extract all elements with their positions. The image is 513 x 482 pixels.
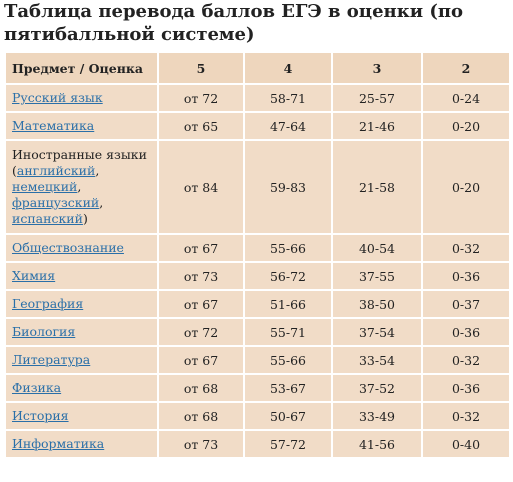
subject-link-chemistry[interactable]: Химия: [12, 268, 56, 283]
subject-cell: История: [4, 401, 159, 431]
table-header-row: Предмет / Оценка 5 4 3 2: [4, 51, 511, 85]
subject-cell: Русский язык: [4, 83, 159, 113]
subject-cell: Иностранные языки (английский, немецкий, ф…: [4, 139, 159, 235]
grade-3-cell: 41-56: [331, 429, 423, 459]
grade-2-cell: 0-20: [421, 111, 511, 141]
grade-3-cell: 37-54: [331, 317, 423, 347]
grade-3-cell: 37-52: [331, 373, 423, 403]
grade-5-cell: от 68: [157, 373, 245, 403]
subject-link-literature[interactable]: Литература: [12, 352, 91, 367]
grade-3-cell: 25-57: [331, 83, 423, 113]
subject-link-physics[interactable]: Физика: [12, 380, 62, 395]
subject-link-social-studies[interactable]: Обществознание: [12, 240, 124, 255]
grade-2-cell: 0-32: [421, 233, 511, 263]
grade-4-cell: 51-66: [243, 289, 333, 319]
grade-4-cell: 55-71: [243, 317, 333, 347]
grade-2-cell: 0-36: [421, 317, 511, 347]
grade-5-cell: от 68: [157, 401, 245, 431]
table-row: Русский язык от 72 58-71 25-57 0-24: [4, 83, 511, 113]
grade-5-cell: от 67: [157, 233, 245, 263]
grade-2-cell: 0-32: [421, 345, 511, 375]
grade-4-cell: 53-67: [243, 373, 333, 403]
table-row: Математика от 65 47-64 21-46 0-20: [4, 111, 511, 141]
table-row: Обществознание от 67 55-66 40-54 0-32: [4, 233, 511, 263]
grade-4-cell: 47-64: [243, 111, 333, 141]
table-row: Иностранные языки (английский, немецкий, ф…: [4, 139, 511, 235]
grade-2-cell: 0-20: [421, 139, 511, 235]
header-grade-4: 4: [243, 51, 333, 85]
subject-link-german[interactable]: немецкий: [12, 179, 78, 194]
grade-5-cell: от 84: [157, 139, 245, 235]
grade-2-cell: 0-32: [421, 401, 511, 431]
subject-cell: Физика: [4, 373, 159, 403]
grade-3-cell: 21-58: [331, 139, 423, 235]
grade-5-cell: от 73: [157, 429, 245, 459]
grade-4-cell: 58-71: [243, 83, 333, 113]
grade-2-cell: 0-40: [421, 429, 511, 459]
subject-link-history[interactable]: История: [12, 408, 69, 423]
grade-3-cell: 33-54: [331, 345, 423, 375]
grade-2-cell: 0-36: [421, 373, 511, 403]
header-subject-grade: Предмет / Оценка: [4, 51, 159, 85]
table-row: Информатика от 73 57-72 41-56 0-40: [4, 429, 511, 459]
grade-3-cell: 38-50: [331, 289, 423, 319]
grade-2-cell: 0-24: [421, 83, 511, 113]
subject-cell: Литература: [4, 345, 159, 375]
grade-3-cell: 33-49: [331, 401, 423, 431]
subject-link-geography[interactable]: География: [12, 296, 84, 311]
subject-link-biology[interactable]: Биология: [12, 324, 76, 339]
grade-4-cell: 56-72: [243, 261, 333, 291]
header-grade-5: 5: [157, 51, 245, 85]
grade-2-cell: 0-37: [421, 289, 511, 319]
header-grade-2: 2: [421, 51, 511, 85]
table-row: Литература от 67 55-66 33-54 0-32: [4, 345, 511, 375]
subject-cell: География: [4, 289, 159, 319]
grade-5-cell: от 72: [157, 317, 245, 347]
grade-4-cell: 50-67: [243, 401, 333, 431]
subject-cell: Биология: [4, 317, 159, 347]
grade-4-cell: 57-72: [243, 429, 333, 459]
header-grade-3: 3: [331, 51, 423, 85]
grade-3-cell: 37-55: [331, 261, 423, 291]
subject-link-russian[interactable]: Русский язык: [12, 90, 103, 105]
grade-4-cell: 55-66: [243, 233, 333, 263]
subject-foreign-languages: Иностранные языки (: [12, 147, 147, 178]
table-row: Химия от 73 56-72 37-55 0-36: [4, 261, 511, 291]
subject-link-spanish[interactable]: испанский: [12, 211, 83, 226]
grade-3-cell: 40-54: [331, 233, 423, 263]
subject-link-informatics[interactable]: Информатика: [12, 436, 105, 451]
grade-4-cell: 55-66: [243, 345, 333, 375]
table-row: География от 67 51-66 38-50 0-37: [4, 289, 511, 319]
subject-cell: Химия: [4, 261, 159, 291]
table-row: Физика от 68 53-67 37-52 0-36: [4, 373, 511, 403]
grade-2-cell: 0-36: [421, 261, 511, 291]
table-row: История от 68 50-67 33-49 0-32: [4, 401, 511, 431]
subject-cell: Математика: [4, 111, 159, 141]
grade-5-cell: от 65: [157, 111, 245, 141]
grade-5-cell: от 67: [157, 345, 245, 375]
grade-5-cell: от 73: [157, 261, 245, 291]
subject-link-english[interactable]: английский: [16, 163, 96, 178]
page-title: Таблица перевода баллов ЕГЭ в оценки (по…: [4, 1, 464, 45]
grade-5-cell: от 67: [157, 289, 245, 319]
subject-cell: Обществознание: [4, 233, 159, 263]
grade-4-cell: 59-83: [243, 139, 333, 235]
subject-cell: Информатика: [4, 429, 159, 459]
subject-link-math[interactable]: Математика: [12, 118, 95, 133]
grade-5-cell: от 72: [157, 83, 245, 113]
subject-link-french[interactable]: французский: [12, 195, 100, 210]
grade-conversion-table: Предмет / Оценка 5 4 3 2 Русский язык от…: [4, 51, 511, 459]
grade-3-cell: 21-46: [331, 111, 423, 141]
table-row: Биология от 72 55-71 37-54 0-36: [4, 317, 511, 347]
